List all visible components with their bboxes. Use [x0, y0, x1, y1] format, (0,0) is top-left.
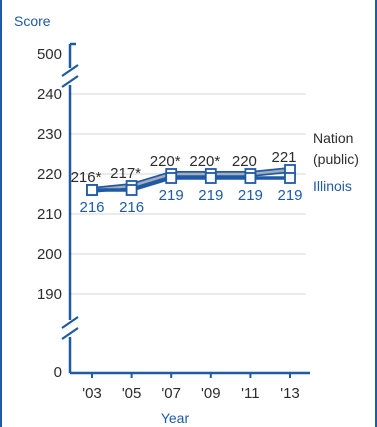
data-labels: 216* 217* 220* 220* 220 221 216 216 219 219 219 219 [71, 149, 303, 216]
illinois-marker [86, 184, 98, 196]
illinois-marker [284, 172, 296, 184]
legend-entry-illinois: Illinois [313, 178, 352, 194]
nation-data-label: 220* [150, 153, 181, 170]
y-tick-labels: 500 240 230 220 210 200 190 0 [37, 46, 62, 381]
illinois-marker [204, 172, 217, 184]
y-tick-label: 230 [37, 126, 62, 143]
x-tick-label: '13 [280, 385, 300, 402]
y-tick-label: 240 [37, 86, 62, 103]
nation-data-label: 221 [271, 149, 296, 166]
y-tick-label: 220 [37, 166, 62, 183]
x-tick-label: '07 [161, 385, 181, 402]
illinois-marker [165, 172, 178, 184]
legend: Nation (public) Illinois [313, 130, 359, 194]
axis-break-mark [61, 75, 79, 88]
illinois-data-label: 216 [79, 199, 104, 216]
illinois-data-label: 219 [238, 187, 263, 204]
illinois-marker [125, 184, 138, 196]
series-line-nation [91, 168, 291, 192]
x-axis-title: Year [161, 410, 190, 426]
series-lines [91, 167, 291, 193]
axis-break-mark [61, 327, 79, 340]
axis-break-mark [61, 316, 79, 329]
axes [61, 42, 310, 375]
nation-data-label: 216* [71, 169, 102, 186]
nation-data-label: 220 [232, 153, 257, 170]
y-tick-label: 190 [37, 286, 62, 303]
illinois-data-label: 219 [159, 187, 184, 204]
series-markers [86, 164, 296, 196]
x-tick-label: '09 [201, 385, 221, 402]
illinois-data-label: 219 [198, 187, 223, 204]
axis-break-mark [61, 64, 79, 77]
y-tick-label: 0 [54, 364, 62, 381]
legend-entry-nation: (public) [313, 151, 359, 167]
y-tick-label: 210 [37, 206, 62, 223]
legend-entry-nation: Nation [313, 130, 353, 146]
grid-lines [71, 93, 306, 295]
nation-data-label: 220* [189, 153, 220, 170]
y-axis-title: Score [14, 13, 51, 29]
x-tick-label: '05 [122, 385, 142, 402]
x-tick-label: '03 [82, 385, 102, 402]
nation-data-label: 217* [110, 165, 141, 182]
series-line-illinois [92, 176, 290, 192]
frame-left-edge [0, 0, 2, 427]
illinois-data-label: 219 [277, 187, 302, 204]
x-tick-labels: '03 '05 '07 '09 '11 '13 [82, 373, 300, 402]
y-tick-label: 200 [37, 246, 62, 263]
frame-right-edge [375, 0, 377, 427]
x-tick-label: '11 [241, 385, 259, 402]
illinois-marker [244, 172, 257, 184]
y-tick-label: 500 [37, 46, 62, 63]
illinois-data-label: 216 [119, 199, 144, 216]
